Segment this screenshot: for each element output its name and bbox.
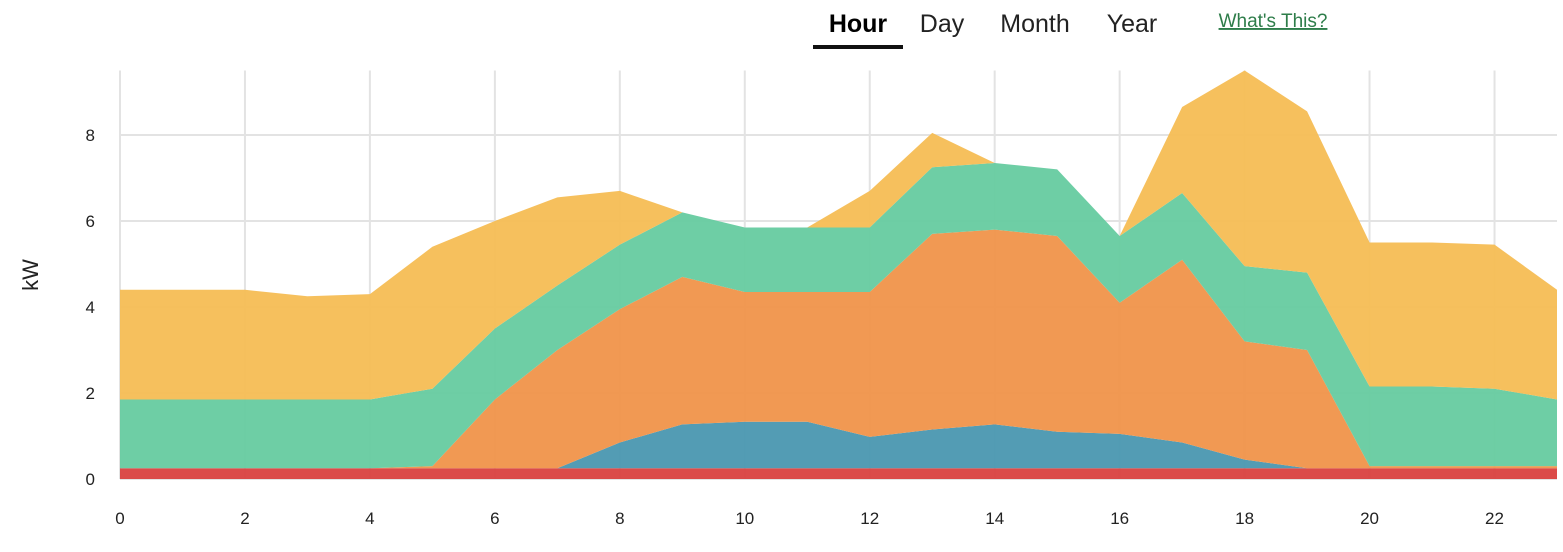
y-tick-label: 8 [86,126,95,145]
x-tick-label: 14 [985,509,1004,528]
tab[interactable]: Month [1000,10,1069,38]
x-tick-label: 22 [1485,509,1504,528]
y-tick-label: 6 [86,212,95,231]
x-tick-label: 18 [1235,509,1254,528]
tab[interactable]: Year [1107,10,1158,38]
area [120,468,1557,479]
area [120,70,1557,400]
x-tick-label: 2 [240,509,249,528]
tab[interactable]: Hour [829,10,888,38]
x-tick-label: 0 [115,509,124,528]
x-tick-label: 12 [860,509,879,528]
tab[interactable]: Day [920,10,965,38]
x-tick-label: 4 [365,509,374,528]
x-tick-label: 10 [735,509,754,528]
x-tick-label: 8 [615,509,624,528]
y-axis-label: kW [18,259,43,291]
area [120,229,1557,469]
tab-underline [813,45,903,49]
x-tick-label: 6 [490,509,499,528]
y-tick-label: 2 [86,384,95,403]
y-tick-label: 4 [86,298,95,317]
x-tick-label: 16 [1110,509,1129,528]
help-link[interactable]: What's This? [1219,11,1328,32]
area [120,162,1557,469]
y-tick-label: 0 [86,470,95,489]
area [120,421,1557,469]
x-tick-label: 20 [1360,509,1379,528]
